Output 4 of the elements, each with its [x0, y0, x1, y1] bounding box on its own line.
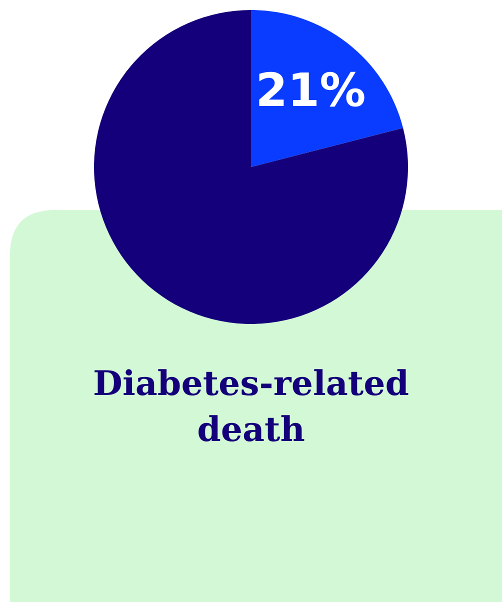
pie-slice [251, 10, 404, 167]
data-label: 21% [256, 63, 366, 118]
text: Diabetes-related death [92, 364, 410, 450]
pie-slice [94, 10, 408, 324]
